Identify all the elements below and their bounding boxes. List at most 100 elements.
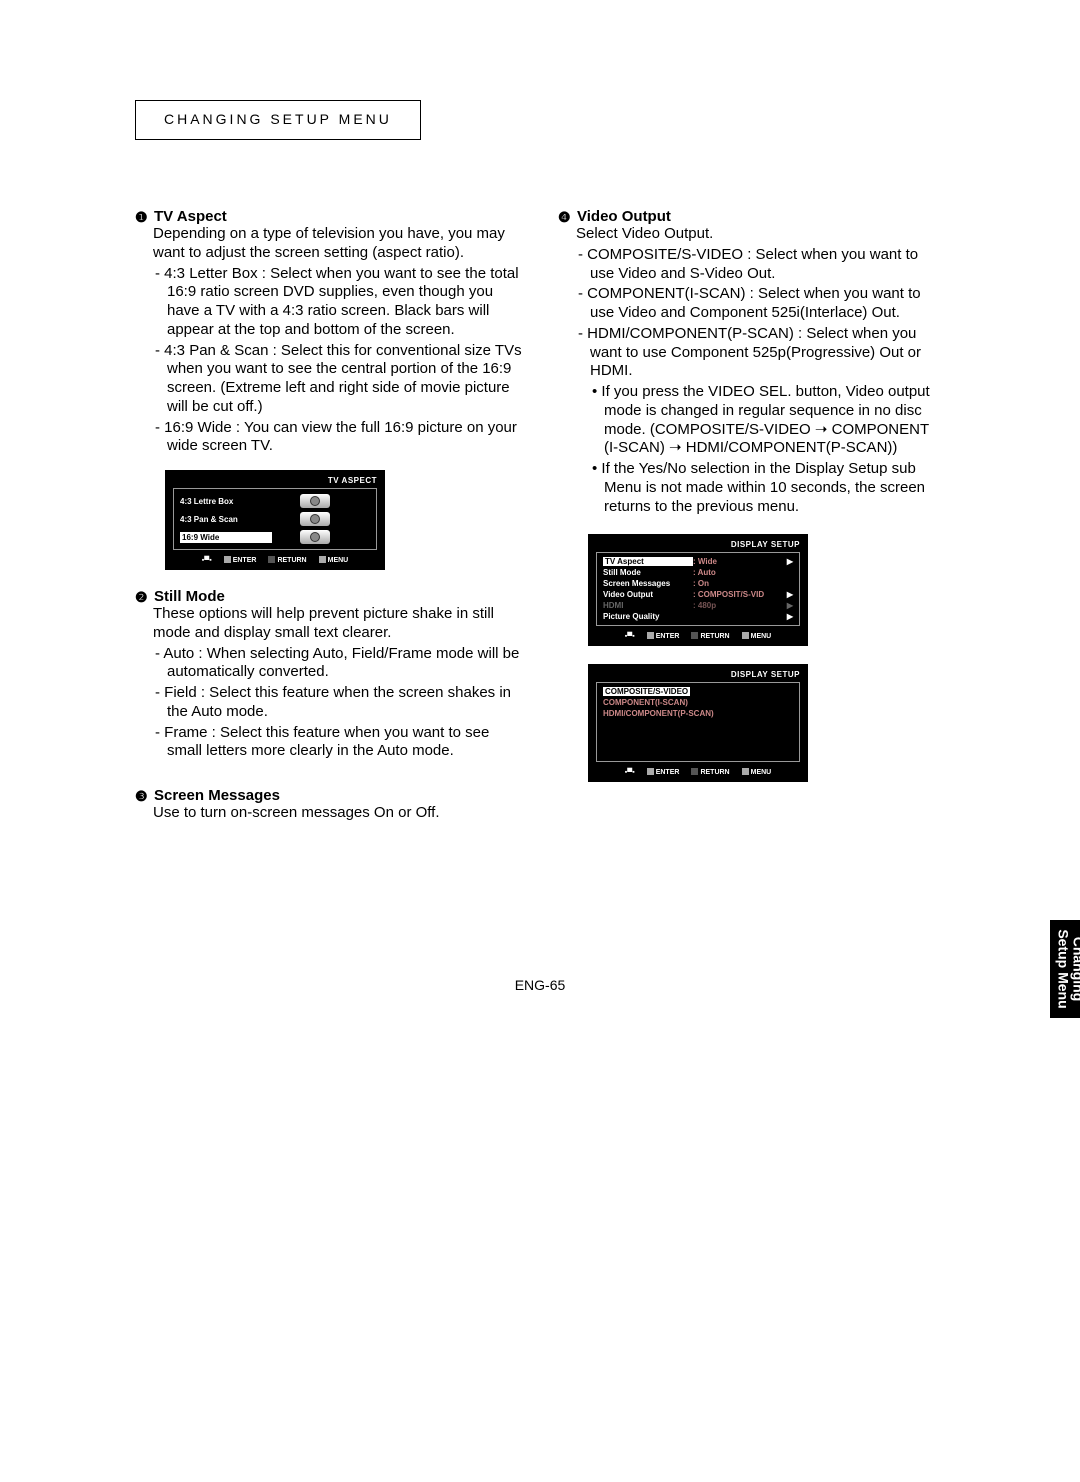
osd-inner: 4:3 Lettre Box 4:3 Pan & Scan 16:9 Wide	[173, 488, 377, 550]
page-number: ENG-65	[135, 977, 945, 993]
osd-tv-aspect: TV ASPECT 4:3 Lettre Box 4:3 Pan & Scan …	[165, 470, 385, 570]
list-item: Field : Select this feature when the scr…	[155, 684, 522, 722]
osd-footer: ▪▀▪ ENTER RETURN MENU	[588, 762, 808, 776]
osd-video-output-submenu: DISPLAY SETUP COMPOSITE/S-VIDEO COMPONEN…	[588, 664, 808, 782]
osd-row-value: : On	[693, 579, 793, 588]
osd-option-selected: COMPOSITE/S-VIDEO	[597, 686, 799, 697]
number-3-icon: ❸	[135, 788, 150, 803]
button-icon	[691, 632, 698, 639]
list-item: Frame : Select this feature when you wan…	[155, 724, 522, 762]
list-item: If the Yes/No selection in the Display S…	[592, 460, 945, 516]
osd-title: TV ASPECT	[165, 470, 385, 488]
button-icon	[224, 556, 231, 563]
number-2-icon: ❷	[135, 589, 150, 604]
osd-row: 4:3 Lettre Box	[174, 492, 376, 510]
osd-row-disabled: HDMI: 480p▶	[597, 600, 799, 611]
osd-title: DISPLAY SETUP	[588, 534, 808, 552]
list-item: Auto : When selecting Auto, Field/Frame …	[155, 645, 522, 683]
screen-messages-title: Screen Messages	[154, 787, 280, 804]
tv-aspect-title: TV Aspect	[154, 208, 227, 225]
osd-option-label: HDMI/COMPONENT(P-SCAN)	[603, 709, 714, 718]
return-hint: RETURN	[691, 768, 729, 776]
nav-icon: ▪▀▪	[202, 557, 212, 564]
chevron-right-icon: ▶	[787, 557, 793, 566]
number-4-icon: ❹	[558, 209, 573, 224]
osd-inner: TV Aspect: Wide▶ Still Mode: Auto Screen…	[596, 552, 800, 626]
osd-row-label: TV Aspect	[603, 557, 693, 566]
radio-icon	[300, 494, 330, 508]
osd-option-label: COMPONENT(I-SCAN)	[603, 698, 688, 707]
osd-footer: ▪▀▪ ENTER RETURN MENU	[588, 626, 808, 640]
osd-row: Video Output: COMPOSIT/S-VID▶	[597, 589, 799, 600]
osd-row-label: 4:3 Lettre Box	[180, 497, 272, 506]
osd-row: Still Mode: Auto	[597, 567, 799, 578]
two-column-layout: ❶ TV Aspect Depending on a type of televi…	[135, 190, 945, 823]
osd-row-label: HDMI	[603, 601, 693, 610]
radio-icon	[300, 512, 330, 526]
nav-icon: ▪▀▪	[625, 769, 635, 776]
page-content: CHANGING SETUP MENU ❶ TV Aspect Depending…	[135, 100, 945, 823]
video-output-notes: If you press the VIDEO SEL. button, Vide…	[592, 383, 945, 516]
osd-row-selected: 16:9 Wide	[174, 528, 376, 546]
tv-aspect-intro: Depending on a type of television you ha…	[153, 225, 522, 263]
osd-row-selected: TV Aspect: Wide▶	[597, 556, 799, 567]
button-icon	[647, 632, 654, 639]
tv-aspect-list: 4:3 Letter Box : Select when you want to…	[155, 265, 522, 457]
osd-row-value: : COMPOSIT/S-VID	[693, 590, 787, 599]
section-title-box: CHANGING SETUP MENU	[135, 100, 421, 140]
list-item: 4:3 Pan & Scan : Select this for convent…	[155, 342, 522, 417]
enter-hint: ENTER	[647, 768, 680, 776]
screen-messages-heading: ❸ Screen Messages	[135, 787, 522, 804]
osd-title: DISPLAY SETUP	[588, 664, 808, 682]
section-title: CHANGING SETUP MENU	[164, 111, 392, 127]
left-column: ❶ TV Aspect Depending on a type of televi…	[135, 190, 522, 823]
menu-hint: MENU	[742, 632, 772, 640]
menu-hint: MENU	[742, 768, 772, 776]
osd-row-label: Video Output	[603, 590, 693, 599]
return-hint: RETURN	[691, 632, 729, 640]
enter-hint: ENTER	[647, 632, 680, 640]
list-item: HDMI/COMPONENT(P-SCAN) : Select when you…	[578, 325, 945, 381]
list-item: 4:3 Letter Box : Select when you want to…	[155, 265, 522, 340]
video-output-heading: ❹ Video Output	[558, 208, 945, 225]
number-1-icon: ❶	[135, 209, 150, 224]
osd-row-label: Screen Messages	[603, 579, 693, 588]
video-output-title: Video Output	[577, 208, 671, 225]
osd-row: Screen Messages: On	[597, 578, 799, 589]
button-icon	[268, 556, 275, 563]
osd-inner: COMPOSITE/S-VIDEO COMPONENT(I-SCAN) HDMI…	[596, 682, 800, 762]
screen-messages-intro: Use to turn on-screen messages On or Off…	[153, 804, 522, 823]
osd-row-value: : Wide	[693, 557, 787, 566]
osd-row-label: Picture Quality	[603, 612, 693, 621]
osd-row: 4:3 Pan & Scan	[174, 510, 376, 528]
right-column: ❹ Video Output Select Video Output. COMPO…	[558, 190, 945, 823]
side-tab-line2: Setup Menu	[1055, 929, 1071, 1008]
button-icon	[319, 556, 326, 563]
osd-option-label: COMPOSITE/S-VIDEO	[603, 687, 690, 696]
osd-row-value: : Auto	[693, 568, 793, 577]
list-item: 16:9 Wide : You can view the full 16:9 p…	[155, 419, 522, 457]
still-mode-heading: ❷ Still Mode	[135, 588, 522, 605]
nav-icon: ▪▀▪	[625, 633, 635, 640]
still-mode-intro: These options will help prevent picture …	[153, 605, 522, 643]
chevron-right-icon: ▶	[787, 601, 793, 610]
still-mode-list: Auto : When selecting Auto, Field/Frame …	[155, 645, 522, 762]
chevron-right-icon: ▶	[787, 590, 793, 599]
osd-option: HDMI/COMPONENT(P-SCAN)	[597, 708, 799, 719]
osd-row-value: : 480p	[693, 601, 787, 610]
button-icon	[691, 768, 698, 775]
osd-option: COMPONENT(I-SCAN)	[597, 697, 799, 708]
button-icon	[742, 768, 749, 775]
list-item: COMPONENT(I-SCAN) : Select when you want…	[578, 285, 945, 323]
osd-footer: ▪▀▪ ENTER RETURN MENU	[165, 550, 385, 564]
button-icon	[647, 768, 654, 775]
side-tab-line1: Changing	[1070, 937, 1080, 1002]
osd-display-setup: DISPLAY SETUP TV Aspect: Wide▶ Still Mod…	[588, 534, 808, 646]
tv-aspect-heading: ❶ TV Aspect	[135, 208, 522, 225]
video-output-intro: Select Video Output.	[576, 225, 945, 244]
side-tab: Changing Setup Menu	[1050, 920, 1080, 1018]
osd-row-label: Still Mode	[603, 568, 693, 577]
still-mode-title: Still Mode	[154, 588, 225, 605]
osd-row: Picture Quality▶	[597, 611, 799, 622]
return-hint: RETURN	[268, 556, 306, 564]
